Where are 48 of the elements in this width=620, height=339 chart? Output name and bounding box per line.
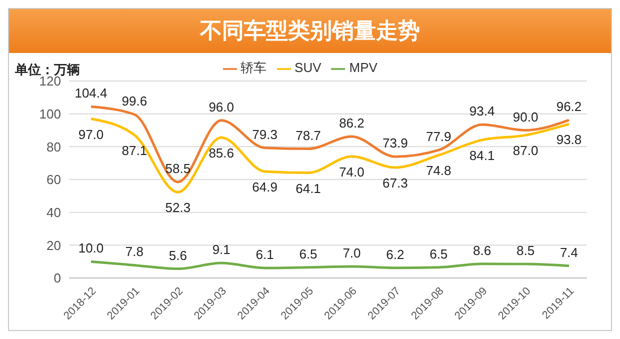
line-series (90, 260, 570, 270)
data-label: 96.2 (556, 99, 582, 114)
data-label: 74.0 (339, 164, 364, 180)
data-label: 104.4 (74, 86, 108, 101)
data-label: 9.1 (212, 242, 230, 258)
y-tick-label: 60 (46, 172, 61, 188)
legend-label: MPV (349, 60, 378, 75)
data-label: 6.1 (256, 246, 274, 262)
data-label: 6.5 (430, 246, 448, 262)
data-label: 7.4 (560, 244, 578, 260)
legend-label: SUV (294, 60, 322, 75)
data-label: 84.1 (469, 148, 495, 163)
data-label: 6.2 (386, 246, 404, 262)
data-label: 85.6 (208, 145, 234, 160)
data-label: 8.6 (473, 242, 492, 258)
data-label: 58.5 (165, 160, 191, 176)
y-tick-label: 40 (46, 204, 61, 220)
data-label: 87.1 (122, 143, 148, 158)
data-label: 78.7 (296, 128, 321, 143)
data-label: 64.1 (296, 180, 321, 196)
data-label: 52.3 (165, 200, 191, 216)
y-tick-label: 0 (54, 270, 61, 286)
data-label: 79.3 (252, 126, 278, 142)
data-label: 64.9 (252, 179, 278, 194)
data-label: 10.0 (78, 240, 104, 256)
y-tick-label: 20 (46, 238, 61, 253)
legend-label: 轿车 (240, 60, 267, 75)
data-label: 93.4 (469, 104, 495, 119)
data-label: 67.3 (382, 176, 408, 191)
data-label: 93.8 (556, 132, 582, 148)
data-label: 7.0 (342, 246, 361, 261)
data-label: 5.6 (168, 248, 187, 263)
data-label: 99.6 (122, 93, 148, 108)
y-tick-label: 100 (39, 106, 61, 122)
y-axis-title: 单位：万辆 (15, 61, 80, 77)
data-label: 87.0 (512, 143, 538, 158)
data-label: 86.2 (339, 115, 364, 130)
data-label: 97.0 (78, 126, 104, 142)
data-label: 6.5 (299, 246, 318, 262)
data-label: 74.8 (426, 163, 452, 178)
y-tick-label: 80 (46, 139, 61, 154)
data-label: 8.5 (516, 243, 535, 258)
data-label: 77.9 (426, 129, 452, 144)
chart-title: 不同车型类别销量走势 (9, 9, 611, 53)
data-label: 96.0 (208, 99, 234, 114)
data-label: 7.8 (125, 244, 144, 260)
data-label: 90.0 (512, 109, 538, 124)
data-label: 73.9 (382, 136, 408, 151)
